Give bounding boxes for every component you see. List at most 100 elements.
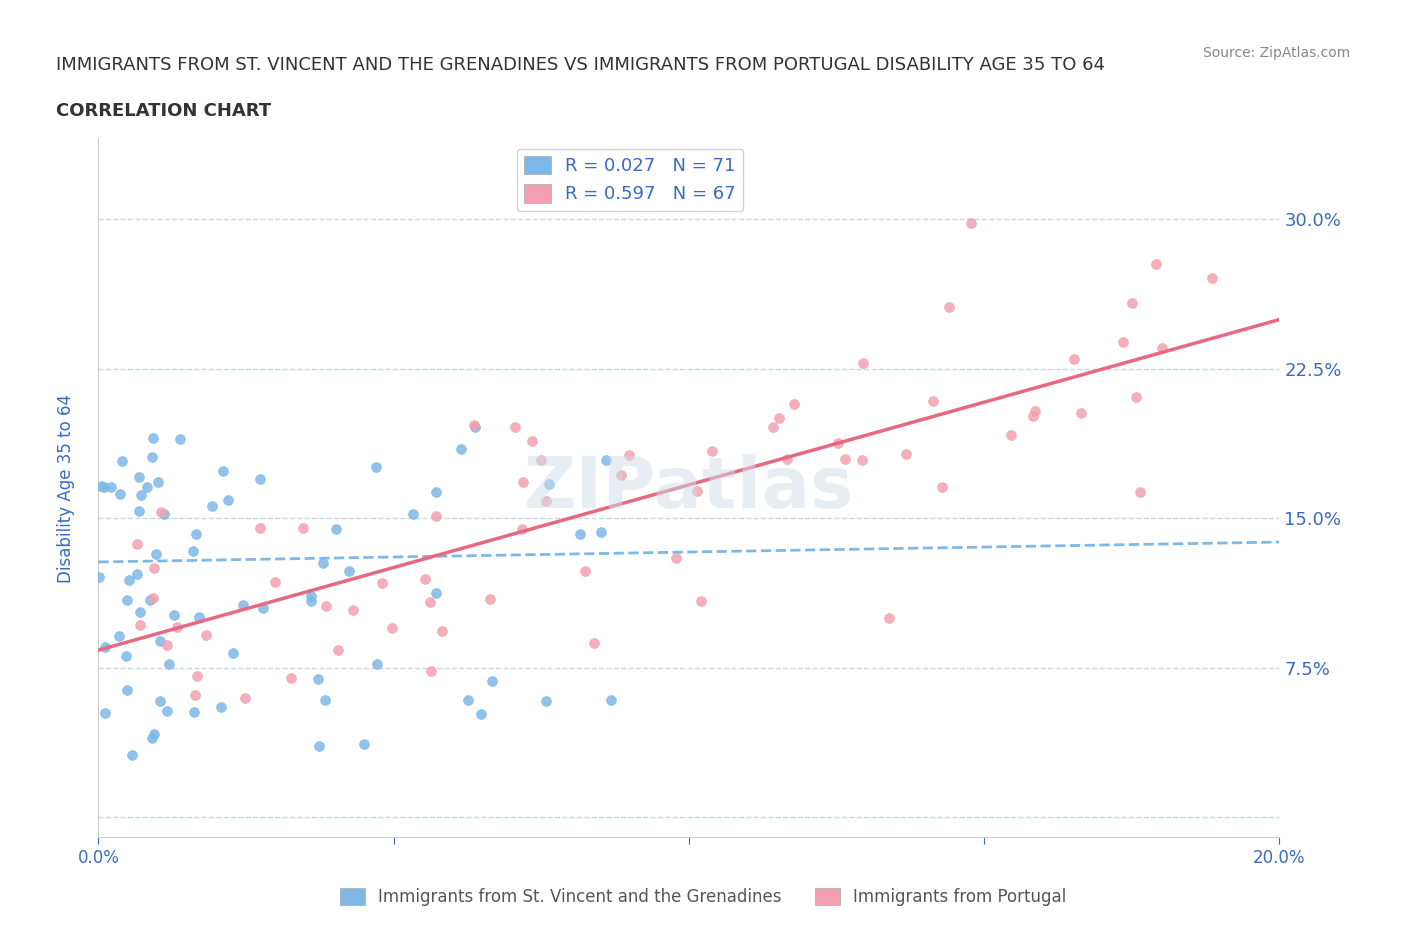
Point	[776, 451, 799, 466]
Point	[94, 640, 117, 655]
Point	[145, 547, 167, 562]
Point	[1201, 270, 1223, 285]
Legend: R = 0.027   N = 71, R = 0.597   N = 67: R = 0.027 N = 71, R = 0.597 N = 67	[516, 149, 744, 211]
Point	[315, 599, 337, 614]
Point	[827, 435, 849, 450]
Point	[1144, 256, 1167, 271]
Point	[186, 526, 208, 541]
Point	[128, 503, 150, 518]
Point	[312, 555, 335, 570]
Point	[299, 589, 322, 604]
Point	[142, 431, 165, 445]
Point	[600, 693, 623, 708]
Point	[425, 509, 447, 524]
Point	[595, 453, 617, 468]
Point	[212, 463, 235, 478]
Point	[128, 469, 150, 484]
Point	[93, 480, 115, 495]
Point	[128, 618, 150, 632]
Point	[169, 432, 191, 446]
Point	[153, 507, 176, 522]
Point	[280, 671, 302, 685]
Point	[183, 705, 205, 720]
Point	[110, 453, 132, 468]
Point	[1121, 296, 1143, 311]
Point	[115, 593, 138, 608]
Point	[328, 643, 350, 658]
Point	[665, 551, 688, 565]
Point	[762, 419, 785, 434]
Point	[141, 449, 163, 464]
Point	[188, 609, 211, 624]
Point	[1021, 408, 1043, 423]
Point	[125, 566, 148, 581]
Point	[149, 694, 172, 709]
Point	[609, 467, 631, 482]
Point	[450, 442, 472, 457]
Point	[156, 638, 179, 653]
Point	[530, 453, 553, 468]
Point	[425, 585, 447, 600]
Point	[299, 593, 322, 608]
Point	[163, 607, 186, 622]
Point	[186, 669, 208, 684]
Point	[128, 604, 150, 619]
Point	[209, 700, 232, 715]
Point	[148, 474, 170, 489]
Point	[851, 452, 873, 467]
Point	[201, 498, 224, 513]
Point	[464, 419, 486, 434]
Point	[381, 620, 404, 635]
Point	[94, 706, 117, 721]
Point	[149, 633, 172, 648]
Point	[1000, 428, 1022, 443]
Point	[232, 598, 254, 613]
Point	[100, 480, 122, 495]
Point	[1112, 335, 1135, 350]
Point	[233, 690, 256, 705]
Point	[307, 671, 329, 686]
Point	[157, 657, 180, 671]
Point	[686, 484, 709, 498]
Point	[181, 544, 204, 559]
Point	[184, 687, 207, 702]
Point	[413, 571, 436, 586]
Text: Source: ZipAtlas.com: Source: ZipAtlas.com	[1202, 46, 1350, 60]
Point	[291, 521, 314, 536]
Point	[938, 299, 960, 314]
Point	[308, 738, 330, 753]
Point	[142, 591, 165, 605]
Point	[470, 707, 492, 722]
Point	[138, 593, 160, 608]
Point	[768, 410, 790, 425]
Point	[617, 447, 640, 462]
Point	[121, 748, 143, 763]
Point	[534, 494, 557, 509]
Point	[108, 486, 131, 501]
Point	[569, 526, 592, 541]
Point	[141, 731, 163, 746]
Point	[702, 444, 724, 458]
Point	[314, 693, 336, 708]
Point	[217, 492, 239, 507]
Point	[249, 472, 271, 486]
Point	[264, 575, 287, 590]
Point	[194, 628, 217, 643]
Point	[89, 569, 111, 584]
Point	[90, 479, 112, 494]
Point	[430, 623, 453, 638]
Point	[852, 355, 875, 370]
Point	[1129, 485, 1152, 499]
Point	[463, 418, 485, 432]
Point	[107, 629, 129, 644]
Point	[520, 433, 543, 448]
Point	[481, 674, 503, 689]
Point	[150, 504, 173, 519]
Point	[342, 603, 364, 618]
Point	[783, 397, 806, 412]
Point	[419, 663, 441, 678]
Point	[249, 520, 271, 535]
Legend: Immigrants from St. Vincent and the Grenadines, Immigrants from Portugal: Immigrants from St. Vincent and the Gren…	[333, 881, 1073, 912]
Point	[366, 459, 388, 474]
Point	[125, 537, 148, 551]
